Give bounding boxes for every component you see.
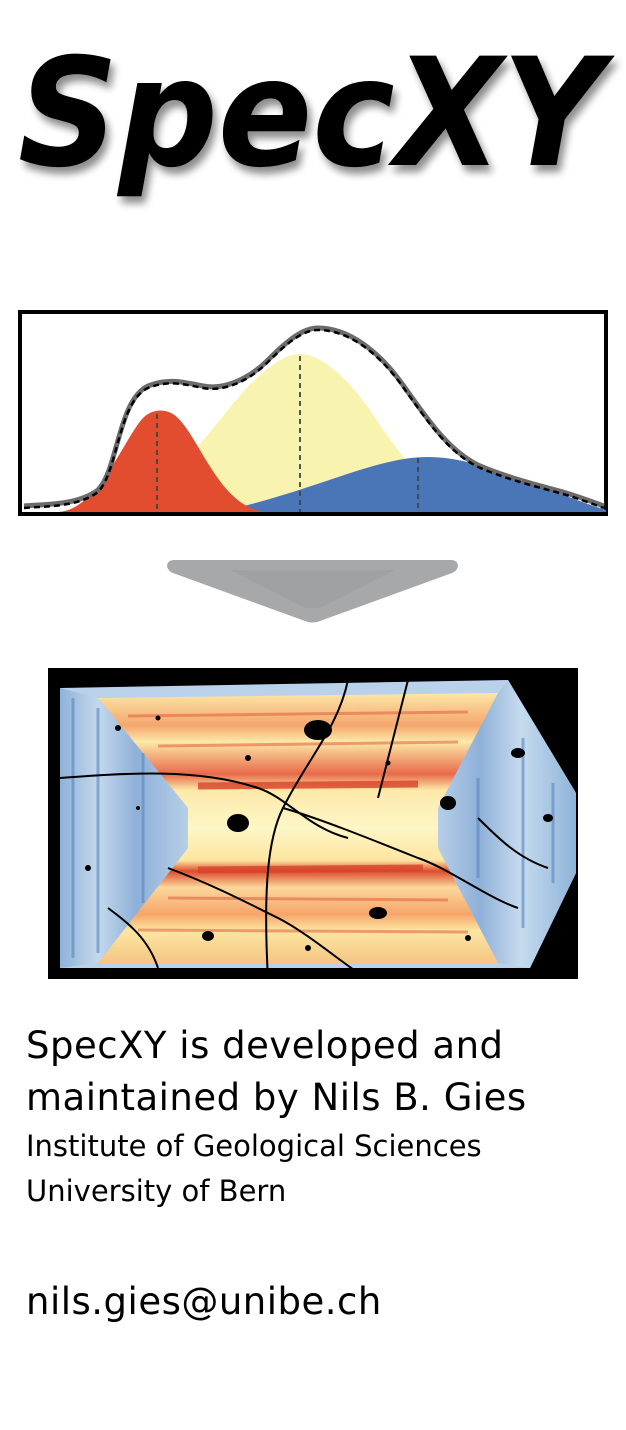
- institute-name: Institute of Geological Sciences: [26, 1129, 482, 1163]
- credits-line-1: SpecXY is developed and: [26, 1024, 504, 1067]
- red-peak: [58, 410, 268, 512]
- envelope-curve: [23, 325, 605, 509]
- logo-text: SpecXY: [18, 27, 615, 201]
- contact-email[interactable]: nils.gies@unibe.ch: [26, 1280, 382, 1323]
- specxy-logo: SpecXY: [0, 0, 626, 230]
- spectrum-illustration: [18, 310, 608, 518]
- chevron-down-icon: [167, 560, 458, 623]
- fit-curve: [23, 328, 605, 510]
- zoned-crystal-graphic: [48, 668, 578, 979]
- blue-peak: [218, 457, 606, 512]
- credits-block: SpecXY is developed and maintained by Ni…: [26, 1020, 606, 1214]
- university-name: University of Bern: [26, 1174, 287, 1208]
- credits-line-2: maintained by Nils B. Gies: [26, 1076, 527, 1119]
- peak-fit-graphic: [18, 310, 608, 516]
- down-arrow-icon: [160, 550, 465, 630]
- specxy-logo-graphic: SpecXY: [18, 27, 615, 201]
- crystal-map-image: [48, 668, 578, 979]
